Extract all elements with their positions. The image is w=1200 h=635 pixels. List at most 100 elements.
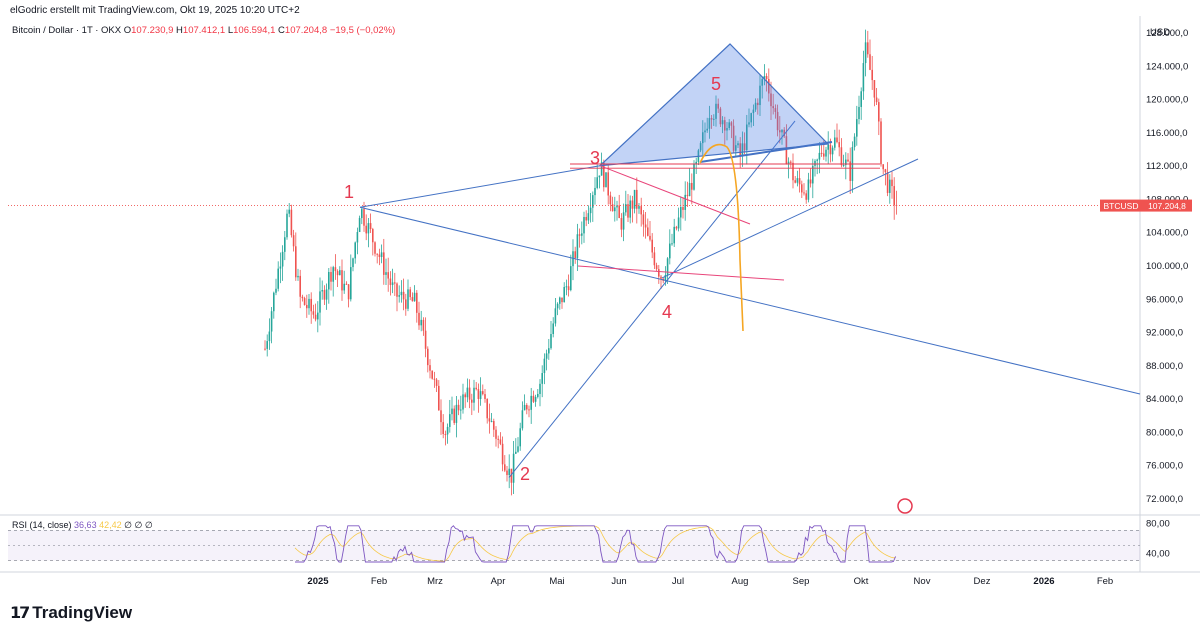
candle-body: [790, 161, 792, 163]
candle-body: [587, 213, 590, 221]
close-label: C: [278, 25, 285, 36]
currency-label: USD: [1150, 27, 1171, 38]
candle-body: [497, 438, 499, 440]
candle-body: [882, 164, 884, 170]
x-tick-label: Sep: [793, 576, 810, 587]
candle-body: [539, 383, 541, 394]
candle-body: [724, 120, 726, 131]
candle-body: [693, 164, 695, 190]
ticker-tag: BTCUSD: [1104, 201, 1139, 211]
candle-body: [323, 290, 326, 300]
candle-body: [266, 341, 268, 349]
candle-body: [737, 143, 739, 146]
candle-body: [605, 172, 607, 188]
candle-body: [598, 175, 601, 178]
candle-body: [279, 266, 282, 269]
candle-body: [383, 252, 385, 275]
candle-body: [754, 102, 757, 110]
candle-body: [433, 378, 436, 380]
candle-body: [757, 102, 759, 106]
y-tick-label: 124.000,0: [1146, 61, 1188, 72]
candle-body: [878, 102, 880, 122]
y-tick-label: 128.000,0: [1146, 28, 1188, 39]
candle-body: [886, 172, 889, 193]
y-tick-label: 80.000,0: [1146, 427, 1183, 438]
candle-body: [504, 464, 506, 471]
candle-body: [526, 404, 528, 410]
tradingview-logo[interactable]: 𝟭𝟳 TradingView: [10, 603, 132, 623]
candle-body: [640, 206, 642, 215]
candle-body: [592, 195, 594, 208]
candle-body: [541, 373, 543, 384]
y-tick-label: 72.000,0: [1146, 494, 1183, 505]
candle-body: [798, 178, 801, 185]
candle-body: [812, 165, 814, 184]
candle-body: [319, 291, 321, 313]
candle-body: [823, 153, 825, 157]
candle-body: [409, 289, 411, 298]
candle-body: [891, 179, 893, 187]
symbol-legend[interactable]: Bitcoin / Dollar · 1T · OKX O107.230,9 H…: [12, 25, 395, 36]
candle-body: [704, 130, 706, 133]
candle-body: [352, 258, 354, 268]
candle-body: [451, 408, 453, 415]
candle-body: [732, 125, 735, 151]
candle-body: [556, 303, 559, 309]
ticker-tag-bg: [1100, 199, 1142, 212]
candle-body: [482, 391, 484, 395]
candle-body: [829, 144, 832, 155]
y-tick-label: 104.000,0: [1146, 228, 1188, 239]
candle-body: [510, 468, 513, 483]
candle-body: [710, 118, 713, 120]
candle-body: [779, 130, 781, 133]
candle-body: [332, 267, 334, 282]
candle-body: [581, 233, 583, 236]
candle-body: [398, 295, 400, 297]
candle-body: [730, 122, 733, 126]
candle-body: [270, 311, 273, 332]
candle-body: [268, 331, 271, 342]
rsi-name: RSI (14, close): [12, 520, 72, 530]
candle-body: [853, 136, 856, 148]
pink-line-upper: [599, 165, 751, 225]
candle-body: [772, 106, 774, 109]
candle-body: [563, 286, 565, 303]
wave-label-2: 2: [520, 464, 530, 484]
candle-body: [567, 286, 570, 291]
x-tick-label: Jun: [611, 576, 626, 587]
candle-body: [840, 147, 843, 166]
candle-body: [814, 160, 816, 166]
candle-body: [462, 394, 464, 410]
candle-body: [354, 242, 356, 259]
candle-body: [396, 283, 398, 297]
candle-body: [774, 108, 777, 112]
candle-body: [347, 284, 350, 300]
candle-body: [310, 298, 312, 312]
candle-body: [394, 282, 396, 284]
candle-body: [424, 330, 427, 349]
candle-body: [543, 358, 546, 374]
candle-body: [684, 194, 686, 210]
y-tick-label: 120.000,0: [1146, 95, 1188, 106]
candle-body: [407, 289, 409, 309]
rsi-legend[interactable]: RSI (14, close) 36,63 42,42 ∅ ∅ ∅: [12, 520, 153, 531]
high-value: 107.412,1: [182, 25, 226, 36]
close-value: 107.204,8: [284, 25, 328, 36]
candle-body: [820, 152, 823, 154]
candle-body: [847, 159, 849, 162]
candle-body: [765, 76, 768, 79]
candle-body: [488, 418, 491, 422]
candle-body: [864, 42, 867, 64]
candle-body: [537, 393, 539, 397]
x-tick-label: Okt: [854, 576, 869, 587]
candle-body: [655, 265, 658, 270]
candle-body: [803, 192, 805, 194]
candle-body: [545, 353, 548, 359]
candle-body: [807, 179, 810, 200]
candle-body: [528, 409, 530, 411]
candle-body: [475, 387, 477, 390]
candle-body: [312, 311, 315, 315]
open-label: O: [123, 25, 132, 36]
wave-label-4: 4: [662, 302, 672, 322]
